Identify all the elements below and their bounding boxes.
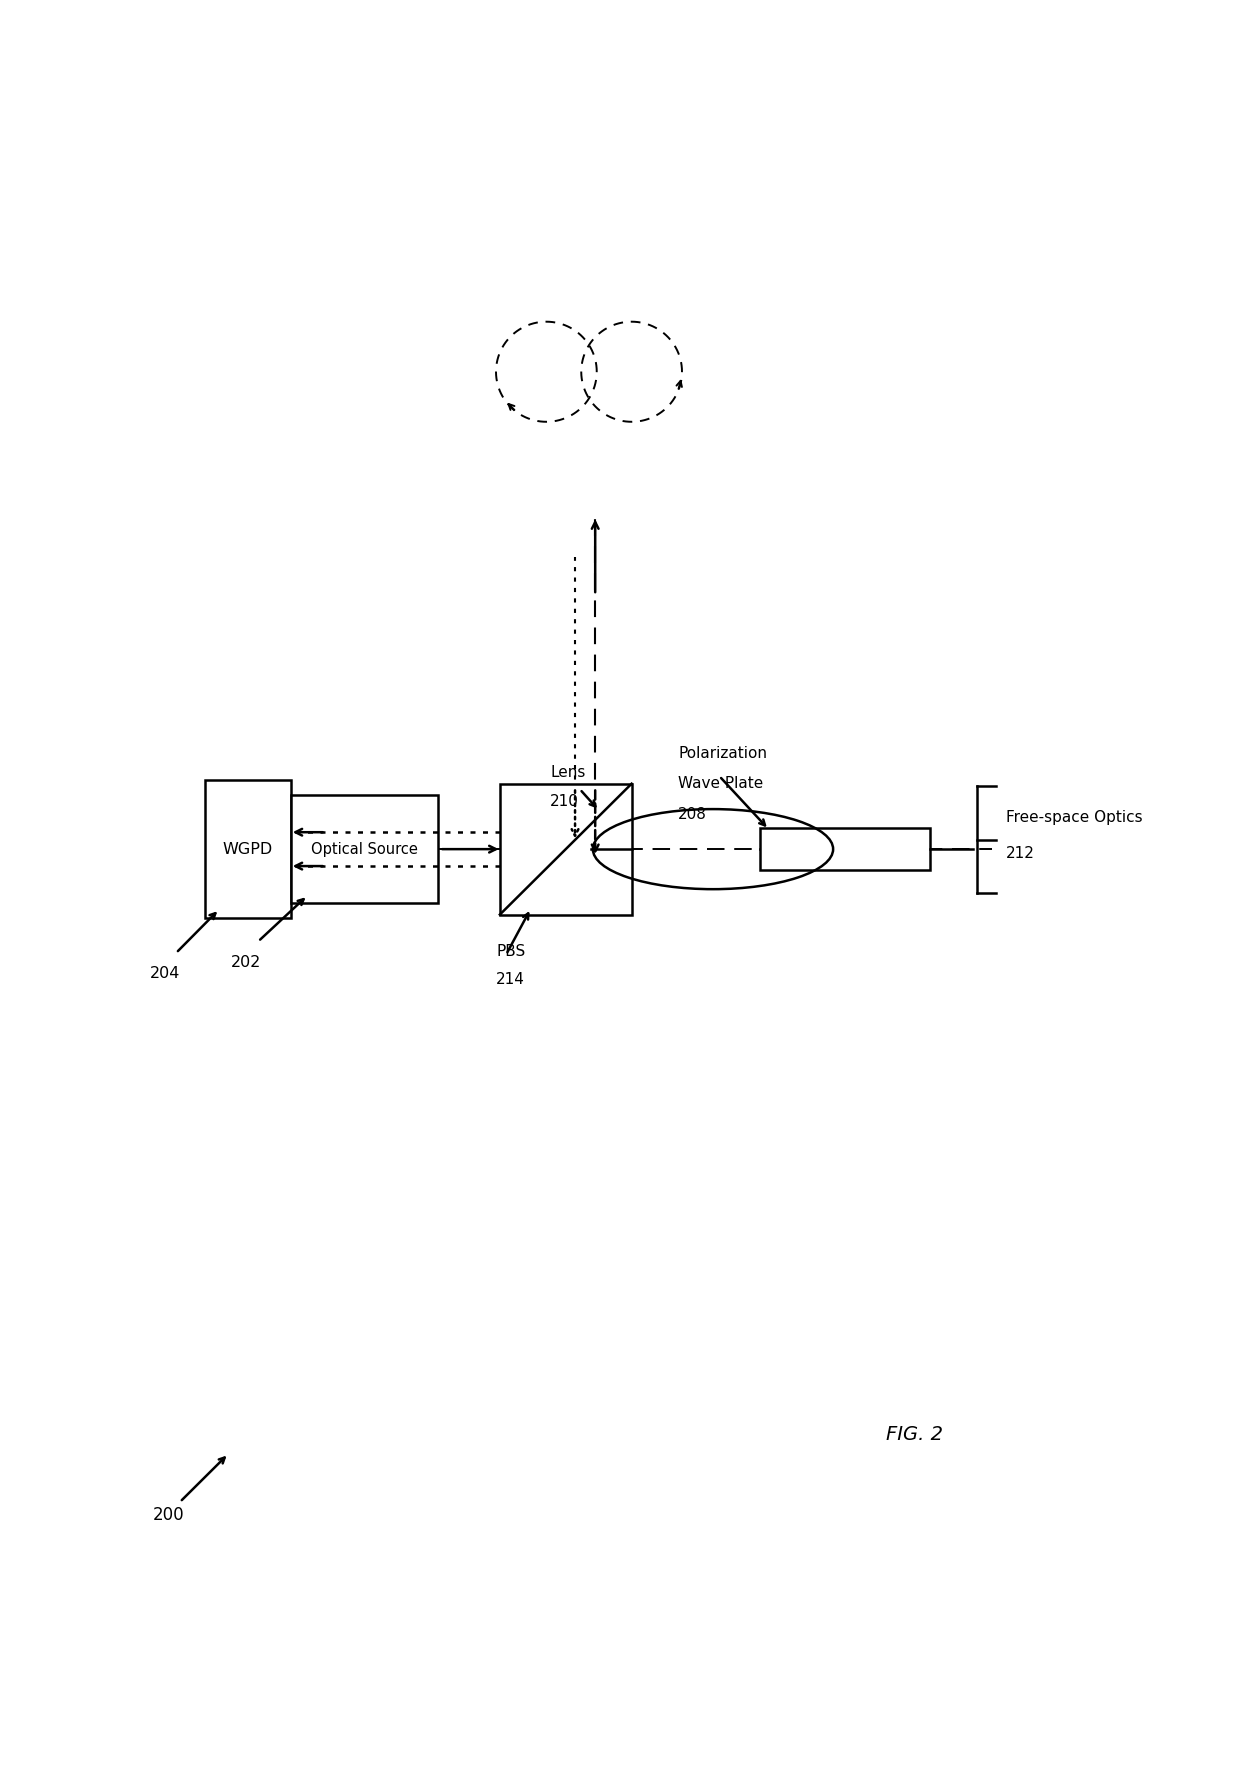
- Text: Polarization: Polarization: [678, 746, 768, 760]
- FancyBboxPatch shape: [206, 780, 290, 918]
- Text: FIG. 2: FIG. 2: [887, 1424, 942, 1444]
- FancyBboxPatch shape: [290, 796, 438, 902]
- Text: 200: 200: [153, 1506, 185, 1524]
- Text: 214: 214: [496, 971, 525, 987]
- Text: Wave Plate: Wave Plate: [678, 776, 764, 792]
- Text: Optical Source: Optical Source: [311, 842, 418, 856]
- Text: Free-space Optics: Free-space Optics: [1006, 810, 1142, 826]
- Text: 208: 208: [678, 806, 707, 822]
- Text: WGPD: WGPD: [223, 842, 273, 856]
- Text: 204: 204: [150, 966, 180, 980]
- FancyBboxPatch shape: [500, 783, 631, 915]
- FancyBboxPatch shape: [759, 828, 930, 870]
- Text: Lens: Lens: [551, 765, 585, 780]
- Text: 210: 210: [551, 794, 579, 810]
- Text: 202: 202: [231, 955, 260, 970]
- Text: 212: 212: [1006, 845, 1035, 861]
- Text: PBS: PBS: [496, 943, 526, 959]
